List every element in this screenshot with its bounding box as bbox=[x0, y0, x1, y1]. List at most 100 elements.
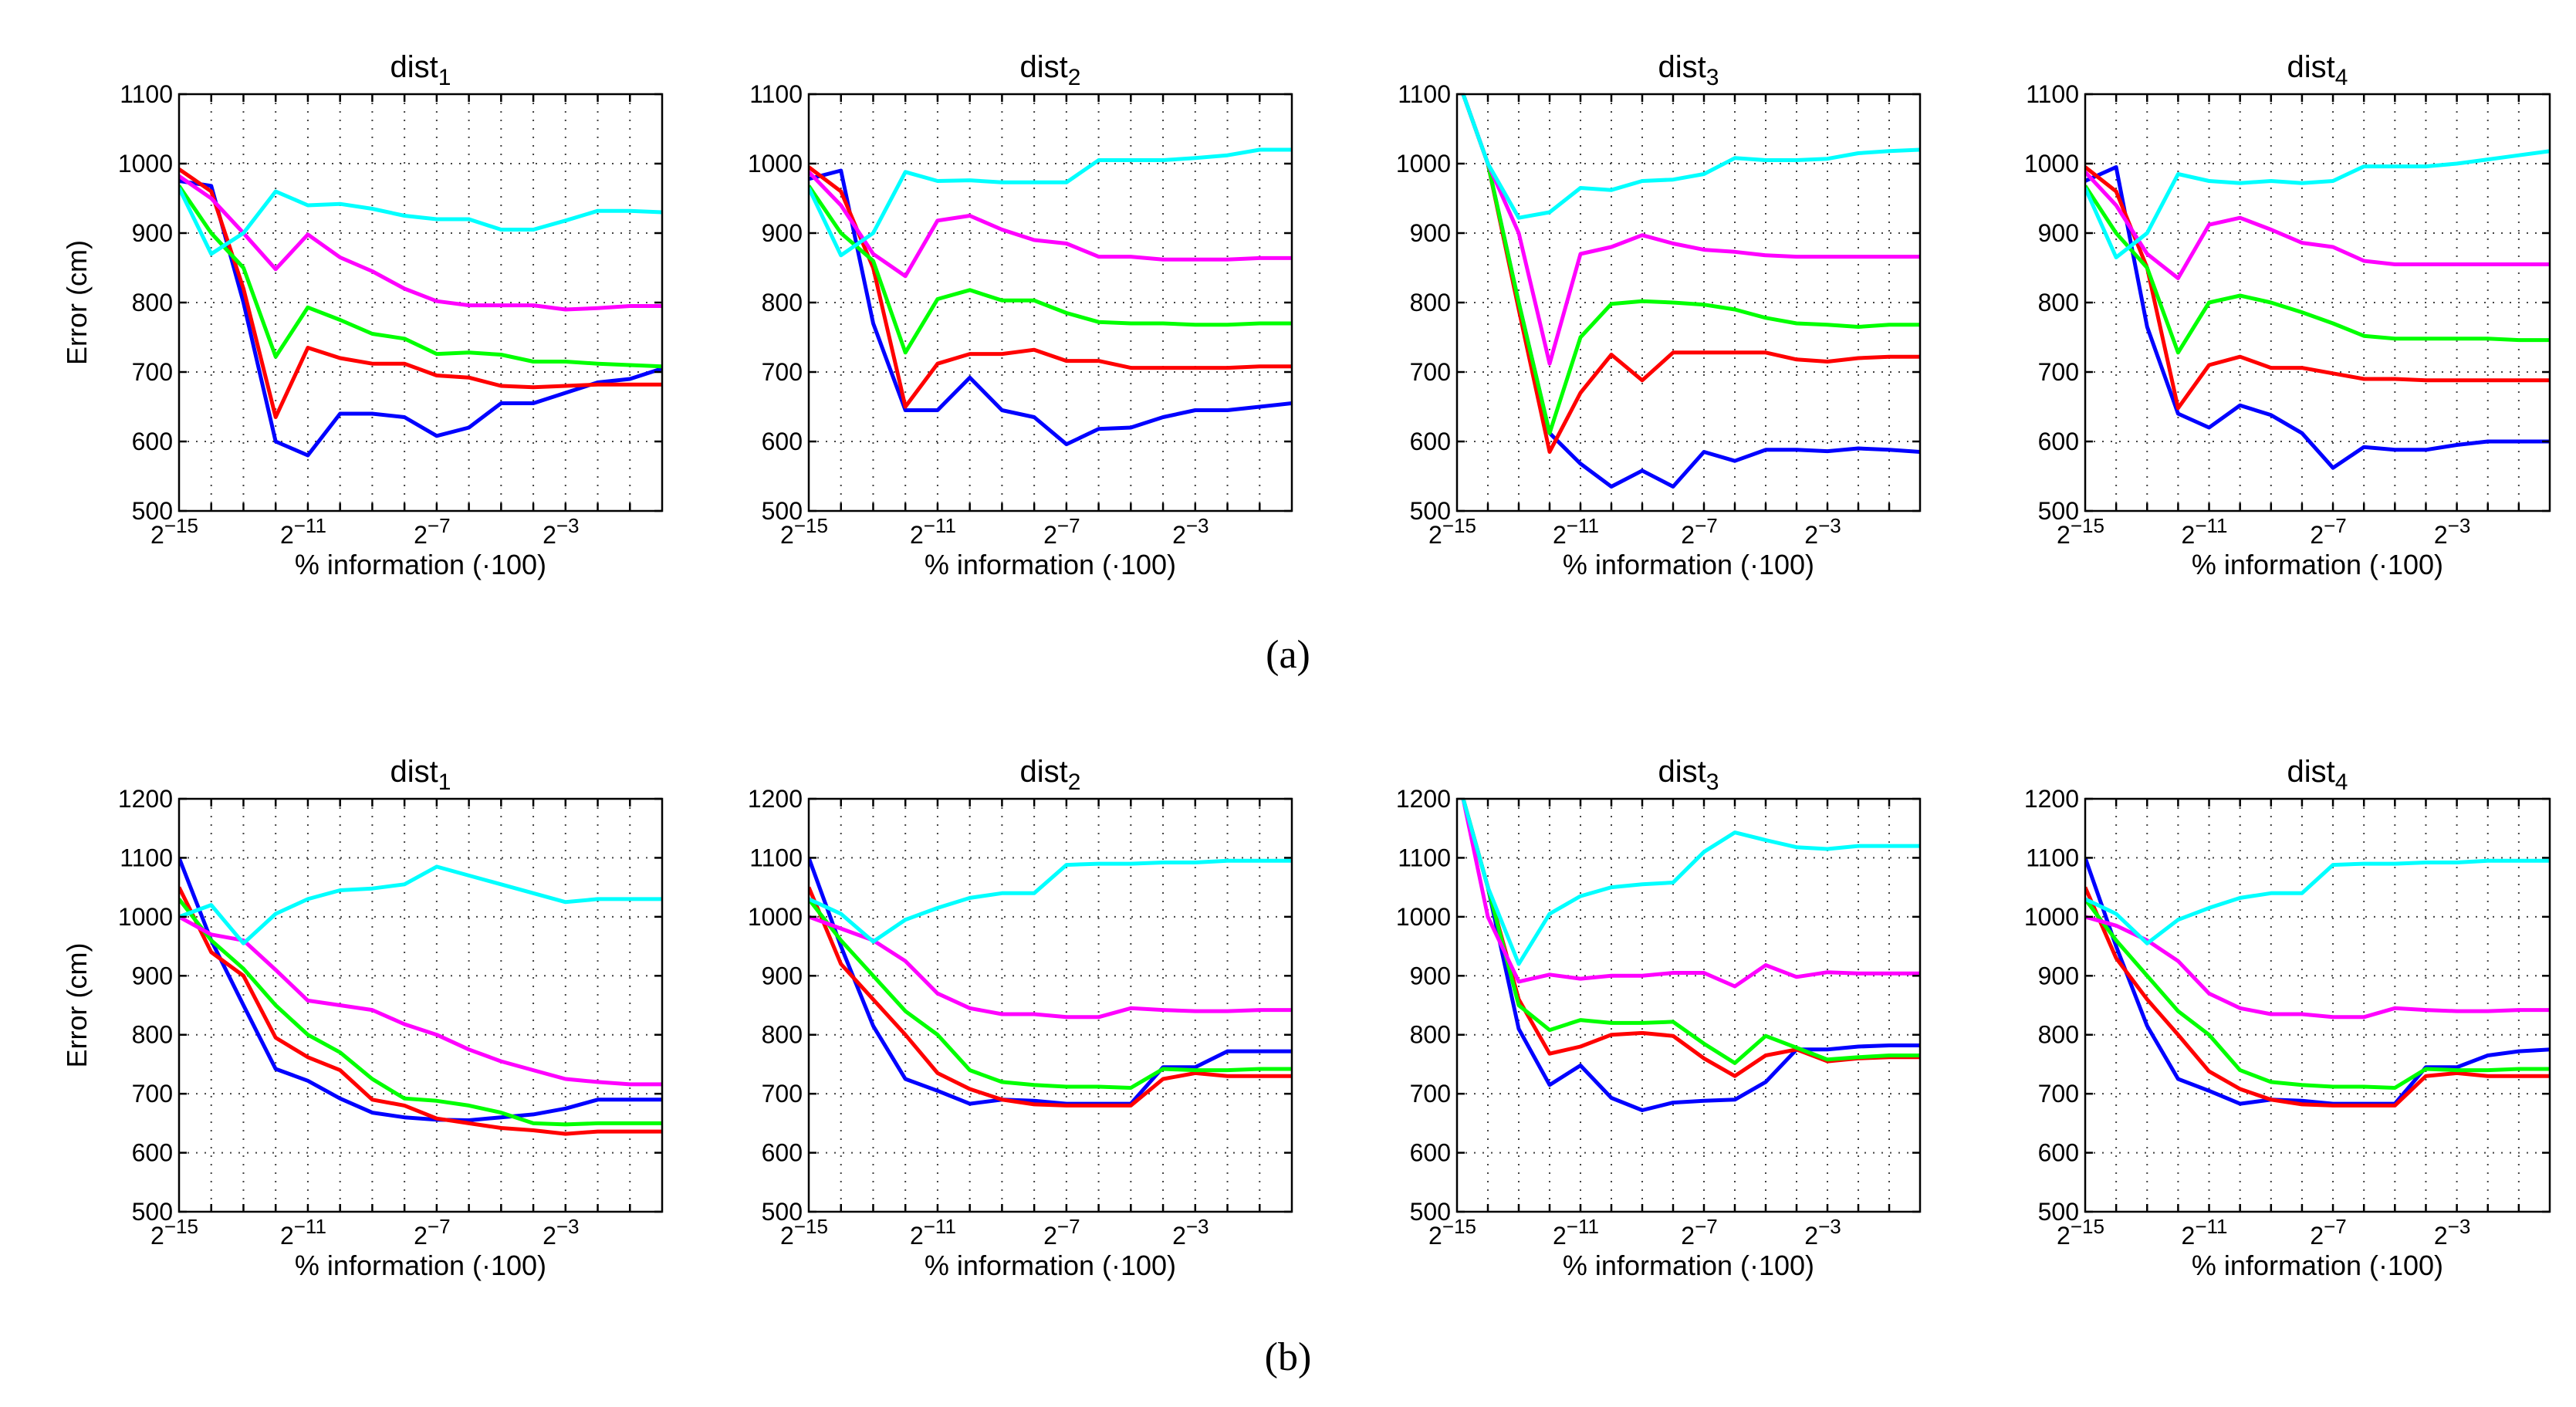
xtick-exponent: −11 bbox=[2195, 514, 2227, 537]
ytick-label: 1100 bbox=[749, 844, 803, 871]
chart-title-subscript: 2 bbox=[1068, 65, 1081, 90]
ytick-label: 500 bbox=[1410, 1198, 1451, 1226]
series-line-red bbox=[179, 167, 662, 419]
x-axis-label: % information (·100) bbox=[295, 549, 546, 580]
ytick-label: 700 bbox=[762, 358, 803, 386]
ytick-label: 500 bbox=[762, 1198, 803, 1226]
xtick-exponent: −7 bbox=[2324, 514, 2347, 537]
ytick-label: 500 bbox=[762, 497, 803, 525]
series-line-red bbox=[2085, 886, 2550, 1108]
xtick-exponent: −3 bbox=[556, 1215, 580, 1238]
xtick-exponent: −15 bbox=[164, 514, 198, 537]
ytick-label: 600 bbox=[132, 428, 173, 455]
xtick-exponent: −11 bbox=[294, 514, 326, 537]
ytick-label: 1200 bbox=[1396, 785, 1451, 813]
ytick-label: 900 bbox=[1410, 219, 1451, 247]
chart-title-subscript: 2 bbox=[1068, 769, 1081, 795]
ytick-label: 1100 bbox=[120, 80, 173, 108]
chart-title: dist2 bbox=[1020, 50, 1081, 90]
series-group bbox=[809, 857, 1292, 1108]
ytick-label: 800 bbox=[1410, 289, 1451, 316]
series-group bbox=[1461, 94, 1920, 489]
series-line-cyan bbox=[179, 864, 662, 945]
series-line-blue bbox=[179, 179, 662, 458]
xtick-exponent: −15 bbox=[794, 514, 828, 537]
series-line-cyan bbox=[2085, 149, 2550, 259]
ytick-label: 600 bbox=[1410, 1139, 1451, 1167]
xtick-exponent: −15 bbox=[1442, 514, 1476, 537]
y-axis-label: Error (cm) bbox=[61, 943, 93, 1068]
ytick-label: 900 bbox=[762, 962, 803, 989]
series-line-red bbox=[2085, 165, 2550, 411]
series-line-blue bbox=[2085, 165, 2550, 470]
chart-title-subscript: 4 bbox=[2335, 65, 2348, 90]
x-axis-label: % information (·100) bbox=[2192, 549, 2443, 580]
ytick-label: 900 bbox=[1410, 962, 1451, 989]
ytick-label: 1000 bbox=[118, 903, 173, 931]
series-line-cyan bbox=[1461, 799, 1920, 966]
series-line-green bbox=[1461, 799, 1920, 1065]
ytick-label: 900 bbox=[2038, 962, 2079, 989]
xtick-exponent: −11 bbox=[2195, 1215, 2227, 1238]
x-axis-label: % information (·100) bbox=[2192, 1250, 2443, 1281]
series-line-green bbox=[2085, 184, 2550, 355]
xtick-exponent: −3 bbox=[1818, 1215, 1841, 1238]
series-line-green bbox=[1461, 94, 1920, 435]
series-line-green bbox=[809, 898, 1292, 1090]
series-line-magenta bbox=[2085, 171, 2550, 280]
ytick-label: 900 bbox=[2038, 219, 2079, 247]
ytick-label: 1100 bbox=[2026, 844, 2079, 871]
ytick-label: 1000 bbox=[2024, 903, 2079, 931]
series-line-green bbox=[2085, 898, 2550, 1090]
xtick-exponent: −7 bbox=[428, 1215, 451, 1238]
chart-title-subscript: 1 bbox=[438, 65, 451, 90]
ytick-label: 800 bbox=[132, 1021, 173, 1049]
series-line-magenta bbox=[179, 174, 662, 312]
ytick-label: 500 bbox=[132, 1198, 173, 1226]
series-line-red bbox=[809, 165, 1292, 409]
series-line-red bbox=[179, 886, 662, 1136]
ytick-label: 900 bbox=[132, 219, 173, 247]
xtick-exponent: −15 bbox=[2071, 1215, 2104, 1238]
series-line-cyan bbox=[809, 858, 1292, 944]
ytick-label: 1000 bbox=[748, 150, 803, 178]
series-line-magenta bbox=[809, 171, 1292, 279]
series-line-magenta bbox=[179, 915, 662, 1087]
ytick-label: 1000 bbox=[118, 150, 173, 178]
series-line-magenta bbox=[2085, 915, 2550, 1020]
chart-title-subscript: 3 bbox=[1706, 769, 1719, 795]
xtick-exponent: −3 bbox=[2448, 514, 2471, 537]
ytick-label: 1200 bbox=[2024, 785, 2079, 813]
ytick-label: 600 bbox=[762, 428, 803, 455]
ytick-label: 600 bbox=[762, 1139, 803, 1167]
xtick-exponent: −3 bbox=[1186, 1215, 1209, 1238]
ytick-label: 1000 bbox=[1396, 903, 1451, 931]
x-axis-label: % information (·100) bbox=[925, 549, 1176, 580]
series-line-blue bbox=[179, 857, 662, 1122]
ytick-label: 1000 bbox=[2024, 150, 2079, 178]
ytick-label: 800 bbox=[2038, 289, 2079, 316]
ytick-label: 900 bbox=[132, 962, 173, 989]
ytick-label: 1000 bbox=[748, 903, 803, 931]
series-line-magenta bbox=[809, 915, 1292, 1020]
ytick-label: 800 bbox=[762, 1021, 803, 1049]
series-group bbox=[1461, 799, 1920, 1112]
series-line-cyan bbox=[2085, 858, 2550, 945]
xtick-exponent: −7 bbox=[1057, 1215, 1080, 1238]
ytick-label: 1100 bbox=[2026, 80, 2079, 108]
ytick-label: 500 bbox=[2038, 497, 2079, 525]
xtick-exponent: −3 bbox=[556, 514, 580, 537]
x-axis-label: % information (·100) bbox=[1563, 549, 1814, 580]
chart-title-subscript: 3 bbox=[1706, 65, 1719, 90]
series-group bbox=[2085, 857, 2550, 1108]
series-line-magenta bbox=[1461, 94, 1920, 366]
series-line-green bbox=[809, 184, 1292, 355]
series-line-cyan bbox=[809, 147, 1292, 258]
y-axis-label: Error (cm) bbox=[61, 240, 93, 365]
series-line-blue bbox=[809, 168, 1292, 447]
xtick-exponent: −15 bbox=[1442, 1215, 1476, 1238]
ytick-label: 1100 bbox=[749, 80, 803, 108]
